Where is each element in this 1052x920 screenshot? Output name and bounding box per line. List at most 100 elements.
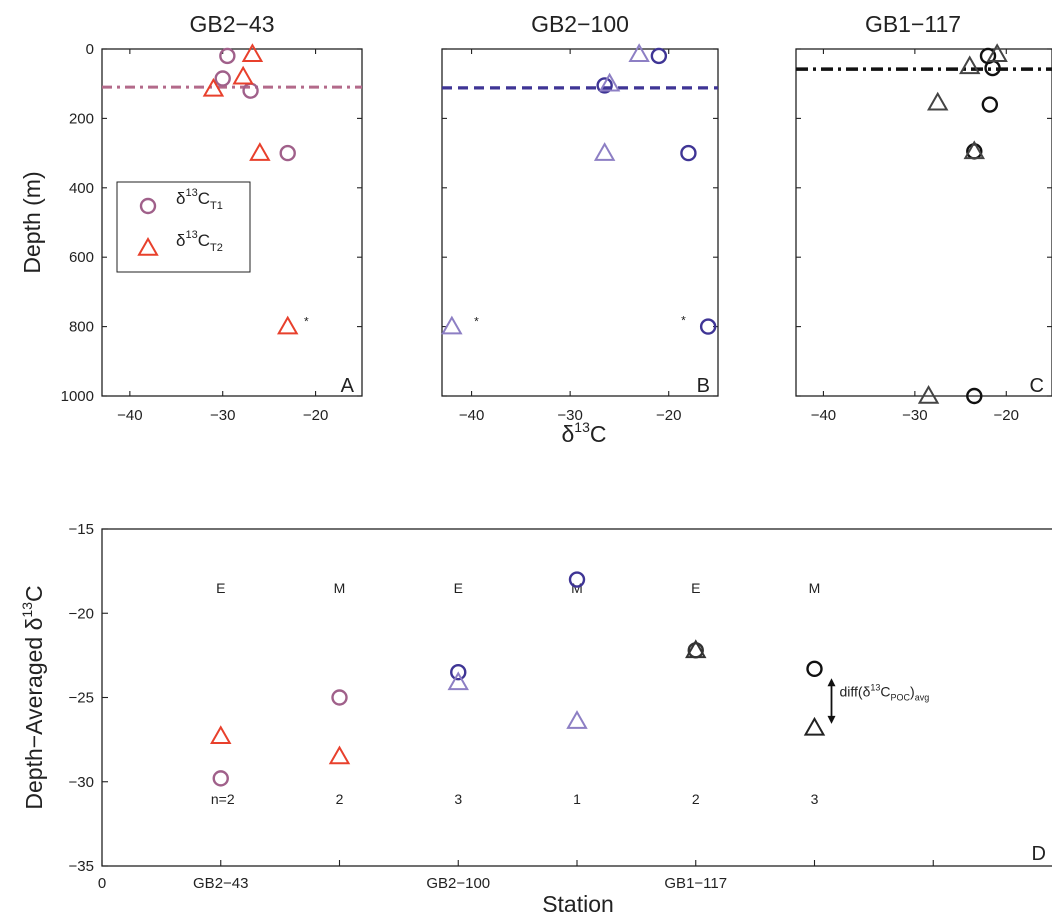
y-tick-label: 600	[69, 249, 94, 266]
y-tick-label: 1000	[61, 388, 94, 405]
category-top-label: E	[216, 580, 225, 596]
star-marker: *	[474, 314, 479, 328]
diff-arrow-head-down	[827, 715, 836, 724]
panel-A-frame	[101, 48, 363, 397]
panel-B-title: GB2−100	[531, 11, 629, 37]
circle-marker	[981, 96, 999, 113]
panel-C-letter: C	[1030, 375, 1044, 397]
panel-C-frame	[795, 48, 1052, 397]
triangle-marker	[926, 91, 949, 111]
triangle-marker	[963, 140, 986, 160]
circle-marker	[212, 770, 229, 787]
triangle-marker	[232, 65, 254, 85]
x-tick-label: GB2−100	[426, 875, 490, 892]
y-tick-label: −35	[69, 858, 94, 875]
circle-marker	[331, 689, 348, 706]
x-tick-label: −30	[210, 407, 235, 424]
triangle-marker	[917, 384, 940, 404]
y-tick-label: 200	[69, 110, 94, 127]
circle-marker	[650, 47, 668, 65]
circle-marker	[219, 47, 236, 65]
triangle-marker	[628, 43, 650, 62]
legend-triangle-marker	[137, 236, 159, 256]
panel-A-letter: A	[341, 375, 355, 397]
x-tick-label: −20	[994, 407, 1019, 424]
legend-entry-label: δ13CT1	[176, 187, 223, 212]
x-tick-label: −40	[117, 407, 142, 424]
x-tick-label: −30	[557, 407, 582, 424]
legend-circle-marker	[139, 197, 157, 215]
x-axis-label: Station	[542, 891, 614, 917]
triangle-marker	[986, 43, 1008, 62]
y-tick-label: 400	[69, 180, 94, 197]
y-tick-label: −25	[69, 690, 94, 707]
panel-C: GB1−117 −40 −30 −20 C	[795, 11, 1052, 424]
circle-marker	[806, 660, 823, 678]
legend-box	[116, 181, 251, 273]
category-top-label: E	[691, 580, 700, 596]
diff-annotation: diff(δ13CPOC)avg	[840, 682, 930, 702]
category-count-label: 3	[811, 791, 819, 807]
panel-B-letter: B	[697, 375, 710, 397]
x-tick-label: −20	[303, 407, 328, 424]
circle-marker	[680, 144, 697, 162]
triangle-marker	[685, 639, 707, 659]
circle-marker	[279, 144, 296, 162]
panel-B-frame	[441, 48, 719, 397]
circle-marker	[450, 664, 467, 681]
x-tick-label: GB2−43	[193, 875, 248, 892]
triangle-marker	[566, 710, 588, 729]
category-top-label: M	[571, 580, 583, 596]
x-tick-label: −20	[656, 407, 681, 424]
category-count-label: n=2	[211, 791, 235, 807]
category-count-label: 2	[692, 791, 700, 807]
circle-marker	[699, 318, 717, 335]
triangle-marker	[598, 72, 621, 92]
category-top-label: M	[809, 580, 821, 596]
category-count-label: 2	[336, 791, 344, 807]
category-count-label: 3	[454, 791, 462, 807]
triangle-marker	[803, 716, 826, 736]
legend-entry-label: δ13CT2	[176, 229, 223, 254]
y-tick-label: −20	[69, 605, 94, 622]
x-tick-label: GB1−117	[664, 875, 727, 892]
panel-D: −15 −20 −25 −30 −350 GB2−43 GB2−100 GB1−117 En=2…	[19, 521, 1052, 917]
panel-A: GB2−43 −40 −30 −20 0 200 400 600 800 1000 * Aδ13CT1…	[19, 11, 363, 424]
diff-arrow-head-up	[827, 678, 836, 687]
triangle-marker	[276, 315, 299, 335]
circle-marker	[966, 387, 983, 405]
x-tick-label: −30	[902, 407, 927, 424]
category-count-label: 1	[573, 791, 581, 807]
y-axis-label: Depth−Averaged δ13C	[19, 585, 47, 809]
y-axis-label: Depth (m)	[19, 171, 45, 273]
category-top-label: E	[454, 580, 463, 596]
category-top-label: M	[334, 580, 346, 596]
circle-marker	[568, 571, 586, 588]
star-marker: *	[304, 314, 309, 328]
panel-D-letter: D	[1032, 843, 1046, 865]
x-axis-label: δ13C	[561, 419, 606, 447]
star-marker: *	[681, 314, 686, 328]
x-tick-label: 0	[98, 875, 106, 892]
circle-marker	[214, 70, 231, 87]
circle-marker	[596, 77, 613, 94]
x-tick-label: −40	[811, 407, 836, 424]
y-tick-label: −30	[69, 774, 94, 791]
y-tick-label: −15	[69, 521, 94, 538]
y-tick-label: 800	[69, 319, 94, 336]
triangle-marker	[447, 671, 469, 691]
panel-C-title: GB1−117	[865, 11, 961, 37]
triangle-marker	[210, 725, 232, 745]
triangle-marker	[241, 43, 264, 62]
triangle-marker	[249, 142, 271, 161]
triangle-marker	[593, 142, 616, 161]
triangle-marker	[441, 315, 463, 335]
x-tick-label: −40	[459, 407, 484, 424]
panel-A-title: GB2−43	[189, 11, 274, 37]
y-tick-label: 0	[86, 41, 94, 58]
circle-marker	[242, 82, 259, 99]
triangle-marker	[328, 745, 351, 765]
triangle-marker	[958, 55, 981, 75]
